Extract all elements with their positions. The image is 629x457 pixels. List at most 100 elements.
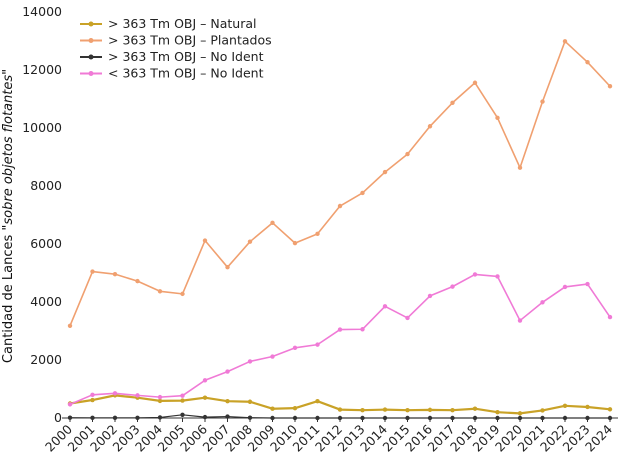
data-point [247, 359, 253, 364]
legend-swatch-marker [88, 21, 94, 27]
data-point [315, 231, 320, 237]
data-point [472, 80, 478, 85]
data-point [427, 407, 433, 413]
data-point [112, 415, 118, 421]
data-point [450, 100, 455, 105]
legend-swatch-marker [88, 71, 94, 76]
data-point [135, 393, 140, 398]
legend-item: > 363 Tm OBJ – Plantados [80, 33, 272, 48]
series-3 [67, 412, 613, 421]
series-line [69, 273, 611, 406]
y-tick-label: 2000 [30, 352, 62, 367]
legend-item: > 363 Tm OBJ – Natural [80, 16, 256, 31]
y-tick-label: 12000 [22, 62, 62, 77]
data-point [450, 284, 455, 289]
data-point [562, 415, 568, 421]
data-point [157, 415, 163, 420]
data-point [225, 369, 230, 374]
data-point [225, 414, 230, 419]
data-point [495, 115, 500, 121]
data-point [225, 398, 230, 404]
data-point [337, 407, 343, 412]
data-point [157, 289, 163, 294]
data-point [360, 415, 365, 421]
data-point [427, 293, 433, 299]
data-point [247, 415, 253, 420]
data-point [472, 272, 478, 277]
data-point [292, 405, 298, 411]
legend-label: > 363 Tm OBJ – Plantados [108, 33, 272, 48]
data-point [90, 397, 95, 403]
data-point [450, 415, 455, 421]
data-point [517, 415, 523, 421]
data-point [607, 407, 613, 412]
data-point [202, 378, 208, 383]
data-point [157, 394, 163, 400]
data-point [540, 408, 545, 413]
data-point [180, 412, 185, 418]
data-point [315, 415, 320, 421]
data-point [270, 406, 275, 411]
data-point [270, 354, 275, 359]
data-point [112, 391, 118, 396]
data-point [337, 415, 343, 421]
data-point [247, 239, 253, 244]
data-point [427, 415, 433, 421]
data-point [67, 415, 73, 420]
data-point [292, 415, 298, 421]
svg-text:Cantidad de Lances "sobre obje: Cantidad de Lances "sobre objetos flotan… [1, 69, 16, 363]
series-layer [67, 39, 613, 421]
data-point [517, 318, 523, 323]
y-tick-label: 6000 [30, 236, 62, 251]
data-point [360, 407, 365, 413]
data-point [292, 345, 298, 351]
series-line [69, 40, 611, 327]
data-point [472, 415, 478, 421]
legend: > 363 Tm OBJ – Natural > 363 Tm OBJ – Pla… [80, 16, 272, 81]
y-axis-label-italic: "sobre objetos flotantes" [1, 69, 16, 231]
data-point [382, 169, 388, 175]
data-point [585, 415, 590, 421]
data-point [495, 274, 500, 279]
data-point [382, 407, 388, 412]
data-point [405, 151, 410, 157]
data-point [472, 406, 478, 411]
legend-item: > 363 Tm OBJ – No Ident [80, 49, 264, 64]
data-point [337, 203, 343, 209]
data-point [315, 398, 320, 404]
y-axis-label: Cantidad de Lances "sobre objetos flotan… [1, 69, 16, 363]
data-point [135, 278, 140, 284]
x-axis-ticks: 2000200120022003200420052006200720082009… [42, 418, 615, 455]
data-point [405, 415, 410, 421]
data-point [270, 220, 275, 226]
data-point [540, 415, 545, 421]
y-tick-label: 14000 [22, 4, 62, 19]
data-point [562, 39, 568, 44]
data-point [90, 392, 95, 397]
data-point [405, 407, 410, 413]
data-point [607, 415, 613, 421]
legend-label: > 363 Tm OBJ – Natural [108, 16, 256, 31]
data-point [337, 327, 343, 332]
data-point [382, 415, 388, 421]
data-point [427, 124, 433, 129]
data-point [585, 281, 590, 287]
data-point [585, 59, 590, 65]
y-axis-label-plain: Cantidad de Lances [1, 231, 16, 363]
data-point [202, 238, 208, 243]
legend-label: < 363 Tm OBJ – No Ident [108, 66, 264, 81]
x-tick-label: 2024 [582, 421, 615, 454]
data-point [495, 415, 500, 421]
data-point [67, 323, 73, 328]
data-point [180, 398, 185, 403]
legend-swatch-marker [88, 38, 94, 43]
data-point [607, 314, 613, 320]
data-point [517, 165, 523, 170]
y-tick-label: 0 [54, 410, 62, 425]
data-point [67, 402, 73, 407]
data-point [112, 271, 118, 277]
data-point [202, 395, 208, 400]
series-4 [67, 272, 613, 407]
data-point [607, 84, 613, 89]
